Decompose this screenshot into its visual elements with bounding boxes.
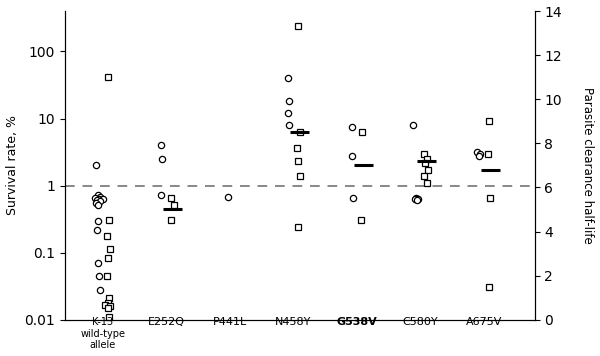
Y-axis label: Parasite clearance half-life: Parasite clearance half-life <box>581 87 595 244</box>
Text: P441L: P441L <box>212 317 247 327</box>
Text: C580Y: C580Y <box>403 317 438 327</box>
Text: E252Q: E252Q <box>148 317 185 327</box>
Text: G538V: G538V <box>337 317 377 327</box>
Y-axis label: Survival rate, %: Survival rate, % <box>5 115 19 215</box>
Text: N458Y: N458Y <box>275 317 311 327</box>
Text: A675V: A675V <box>466 317 502 327</box>
Text: K-13
wild-type
allele: K-13 wild-type allele <box>80 317 125 350</box>
